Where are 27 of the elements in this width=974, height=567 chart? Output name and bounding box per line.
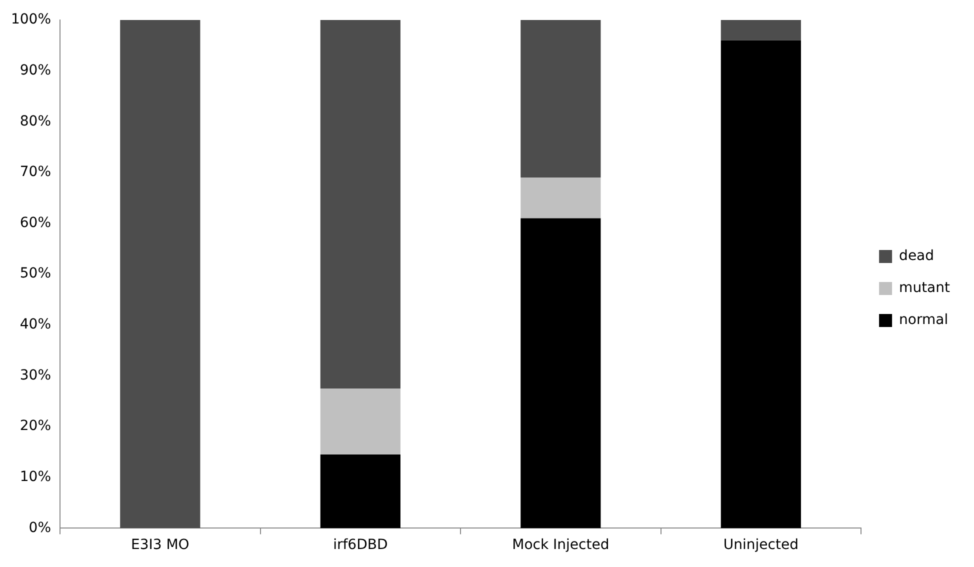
y-tick-label: 60% xyxy=(20,214,52,231)
bar xyxy=(320,20,400,388)
bar xyxy=(520,20,601,178)
bar xyxy=(320,388,400,455)
y-tick-label: 0% xyxy=(28,520,52,536)
y-tick-label: 40% xyxy=(20,316,52,333)
legend-label: dead xyxy=(899,248,934,264)
y-tick-label: 50% xyxy=(20,266,52,282)
y-tick-label: 70% xyxy=(20,164,52,180)
y-tick-label: 100% xyxy=(10,12,52,28)
y-tick-label: 20% xyxy=(20,418,52,434)
x-tick-label: irf6DBD xyxy=(333,537,388,554)
bar xyxy=(520,218,601,528)
legend-label: normal xyxy=(899,312,948,328)
x-tick-label: Mock Injected xyxy=(512,537,610,554)
y-tick-label: 90% xyxy=(20,62,52,78)
y-tick-label: 10% xyxy=(20,469,52,486)
legend-label: mutant xyxy=(899,280,951,296)
bar xyxy=(120,20,200,528)
x-tick-label: E3I3 MO xyxy=(130,537,190,554)
y-tick-label: 80% xyxy=(20,113,52,130)
y-tick-label: 30% xyxy=(20,367,52,384)
bar xyxy=(320,454,400,528)
x-tick-label: Uninjected xyxy=(723,537,798,554)
bar xyxy=(720,40,801,528)
bar xyxy=(720,20,801,40)
bar xyxy=(520,178,601,218)
